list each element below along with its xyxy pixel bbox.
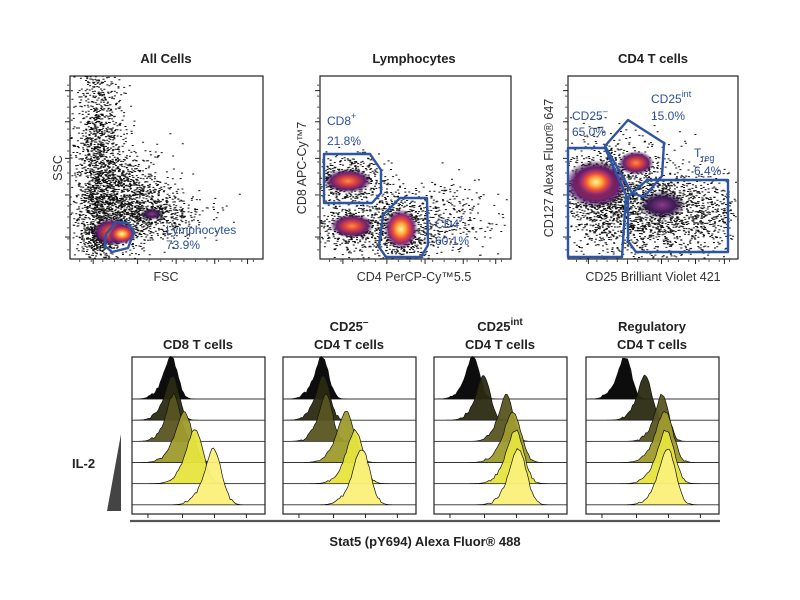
axis-ticks-lymphocytes [315, 84, 502, 264]
gate-percent-cd4: 60.1% [435, 234, 469, 248]
histogram-curve-level-0 [283, 355, 416, 400]
histogram-curve-level-1 [131, 375, 266, 421]
histogram-curve-level-5 [585, 448, 720, 506]
density-core-treg [638, 191, 686, 219]
histogram-titles: CD8 T cells CD25– CD4 T cells CD25int CD… [163, 317, 687, 352]
gate-cd8 [322, 152, 383, 205]
histogram-curve-level-4 [131, 429, 266, 485]
y-axis-label-cd4-t-cells: CD127 Alexa Fluor® 647 [542, 99, 556, 238]
histogram-panel-1 [282, 355, 417, 518]
density-core-cd8 [324, 169, 372, 193]
axis-ticks-cd4-t-cells [563, 84, 730, 264]
il2-gradient-wedge [107, 434, 121, 511]
histogram-curve-level-2 [433, 393, 568, 442]
density-core-cd4 [384, 209, 418, 249]
hist-title-cd25neg-line1: CD25– [330, 317, 369, 334]
panel-all-cells: All Cells Lymphocytes 73.9% FSC SSC [51, 51, 264, 284]
histogram-curve-level-3 [586, 411, 719, 463]
x-axis-label-cd4-t-cells: CD25 Brilliant Violet 421 [585, 270, 720, 284]
event-cloud [70, 76, 138, 259]
histogram-curve-level-0 [586, 357, 719, 400]
gate-label-lymphocytes: Lymphocytes [166, 223, 236, 237]
density-shoulder [140, 208, 164, 220]
histogram-curve-level-4 [282, 428, 417, 485]
y-axis-label-all-cells: SSC [51, 155, 65, 181]
gate-cd25neg [566, 146, 628, 259]
histogram-curve-level-4 [433, 429, 568, 485]
histogram-curve-level-5 [282, 449, 417, 506]
histogram-curve-level-3 [283, 410, 416, 463]
histogram-curve-level-1 [585, 374, 720, 421]
density-core-double-negative [330, 214, 374, 238]
shared-x-axis-label: Stat5 (pY694) Alexa Fluor® 488 [329, 534, 520, 549]
gate-treg [626, 178, 730, 254]
histogram-curve-level-0 [132, 355, 265, 400]
scatter-density-lymphocytes [320, 144, 508, 259]
il2-label: IL-2 [72, 456, 95, 471]
gate-percent-treg: 6.4% [694, 164, 722, 178]
gate-lymphocytes [103, 220, 136, 254]
histogram-panel-3 [585, 356, 720, 518]
panel-title-lymphocytes: Lymphocytes [372, 51, 455, 66]
histogram-panels [131, 355, 720, 518]
gate-percent-lymphocytes: 73.9% [166, 238, 200, 252]
gate-percent-cd25neg: 65.0% [572, 125, 606, 139]
event-cloud [358, 162, 508, 256]
gate-label-cd25int: CD25int [651, 89, 692, 106]
gate-label-cd8: CD8+ [327, 111, 356, 128]
panel-lymphocytes: Lymphocytes CD8+ 21.8% CD4+ 60.1% CD4 Pe… [295, 51, 512, 284]
histogram-curve-level-4 [585, 429, 720, 485]
density-core-cd25int [618, 151, 654, 175]
x-axis-label-lymphocytes: CD4 PerCP-Cy™5.5 [357, 270, 472, 284]
histogram-panel-0 [131, 355, 266, 518]
y-axis-label-lymphocytes: CD8 APC-Cy™7 [295, 122, 309, 214]
histogram-curve-level-5 [131, 447, 266, 506]
gate-percent-cd8: 21.8% [327, 134, 361, 148]
hist-title-treg-line2: CD4 T cells [617, 337, 687, 352]
axis-ticks-all-cells [65, 84, 254, 264]
histogram-curve-level-5 [433, 448, 568, 506]
hist-title-cd8: CD8 T cells [163, 337, 233, 352]
hist-title-cd25int-line1: CD25int [477, 317, 523, 334]
plot-frame-all-cells [69, 75, 264, 260]
panel-cd4-t-cells: CD4 T cells CD25– 65.0% CD25int 15.0% Tr… [542, 51, 739, 284]
hist-title-cd25neg-line2: CD4 T cells [314, 337, 384, 352]
gate-label-cd4: CD4+ [435, 214, 464, 231]
gate-label-cd25neg: CD25– [572, 106, 608, 123]
hist-title-cd25int-line2: CD4 T cells [465, 337, 535, 352]
histogram-curve-level-0 [434, 355, 567, 400]
panel-title-all-cells: All Cells [140, 51, 191, 66]
hist-title-treg-line1: Regulatory [618, 319, 687, 334]
gate-label-treg: Treg [694, 146, 714, 163]
histogram-curve-level-3 [434, 411, 567, 463]
plot-frame-lymphocytes [319, 75, 512, 260]
density-core-cd25neg [574, 165, 618, 199]
gate-percent-cd25int: 15.0% [651, 109, 685, 123]
x-axis-label-all-cells: FSC [154, 270, 179, 284]
histogram-curve-level-2 [585, 393, 720, 442]
density-core-lymphocytes [108, 224, 136, 244]
histogram-panel-2 [433, 355, 568, 518]
gate-cd4 [377, 196, 430, 259]
panel-title-cd4-t-cells: CD4 T cells [618, 51, 688, 66]
